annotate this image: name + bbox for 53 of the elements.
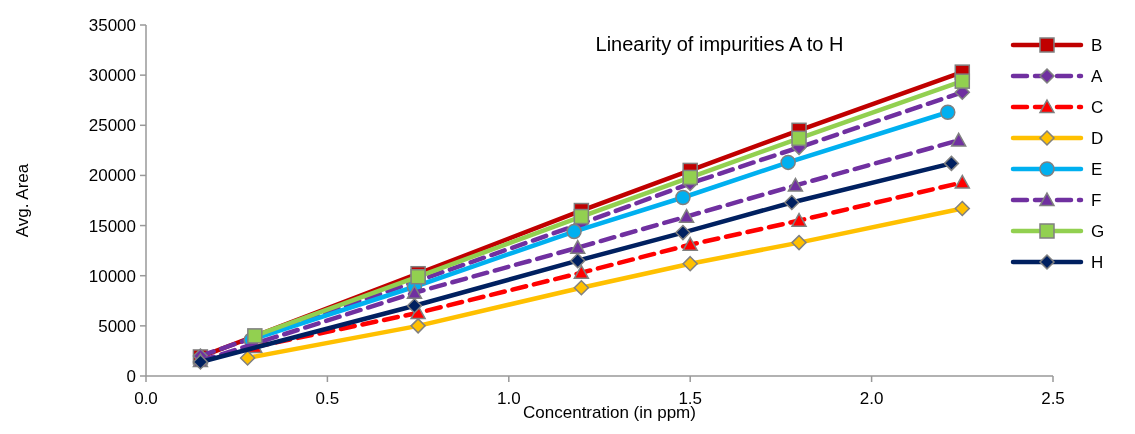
legend-label: F — [1091, 190, 1102, 210]
point — [247, 328, 263, 344]
x-tick-label: 0.5 — [315, 389, 340, 408]
point — [787, 177, 804, 192]
y-tick-label: 25000 — [88, 116, 136, 136]
y-tick-label: 30000 — [88, 66, 136, 86]
y-tick-label: 35000 — [88, 15, 136, 35]
point — [573, 208, 590, 225]
y-tick-label: 10000 — [88, 266, 136, 286]
y-tick-label: 15000 — [88, 216, 136, 236]
point — [940, 104, 956, 120]
point — [569, 252, 586, 269]
x-tick-label: 2.0 — [859, 389, 884, 408]
point — [784, 194, 800, 211]
legend-label: H — [1091, 252, 1104, 272]
point — [950, 132, 967, 147]
point — [678, 208, 695, 223]
point — [569, 239, 586, 254]
point — [791, 130, 807, 147]
point — [239, 350, 256, 366]
legend-label: G — [1091, 221, 1105, 241]
point — [791, 212, 807, 227]
point — [682, 236, 698, 251]
y-tick-label: 20000 — [88, 166, 136, 186]
point — [780, 154, 796, 171]
legend-label: D — [1091, 128, 1104, 148]
legend-label: C — [1091, 97, 1104, 117]
y-tick-label: 5000 — [98, 316, 136, 336]
legend-label: E — [1091, 159, 1103, 179]
point — [943, 155, 960, 172]
point — [566, 223, 582, 240]
point — [573, 264, 590, 280]
y-tick-label: 0 — [126, 366, 136, 386]
point — [406, 298, 423, 314]
x-tick-label: 1.0 — [496, 389, 521, 408]
point — [954, 73, 971, 89]
legend-label: B — [1091, 35, 1103, 55]
point — [675, 189, 691, 206]
x-tick-label: 2.5 — [1041, 389, 1065, 408]
point — [791, 234, 807, 251]
point — [573, 280, 590, 296]
point — [954, 174, 971, 189]
y-axis-title: Avg. Area — [13, 163, 32, 238]
point — [682, 169, 698, 186]
chart-title: Linearity of impurities A to H — [595, 33, 844, 55]
point — [954, 200, 971, 217]
x-tick-label: 0.0 — [134, 389, 158, 408]
point — [675, 224, 691, 241]
point — [682, 255, 698, 272]
legend-label: A — [1091, 66, 1103, 86]
point — [410, 318, 426, 334]
point — [406, 285, 423, 300]
x-axis-title: Concentration (in ppm) — [523, 403, 696, 422]
